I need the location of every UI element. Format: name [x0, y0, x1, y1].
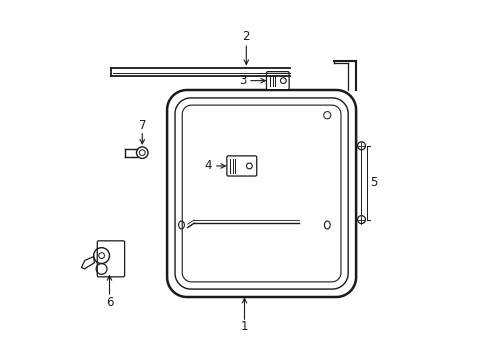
FancyBboxPatch shape — [97, 241, 124, 277]
Text: 3: 3 — [239, 74, 246, 87]
Text: 6: 6 — [105, 296, 113, 309]
Text: 4: 4 — [204, 159, 212, 172]
FancyBboxPatch shape — [266, 72, 288, 90]
Text: 5: 5 — [369, 176, 376, 189]
FancyBboxPatch shape — [226, 156, 256, 176]
Text: 2: 2 — [242, 30, 249, 42]
Text: 1: 1 — [240, 320, 248, 333]
Text: 7: 7 — [138, 119, 146, 132]
